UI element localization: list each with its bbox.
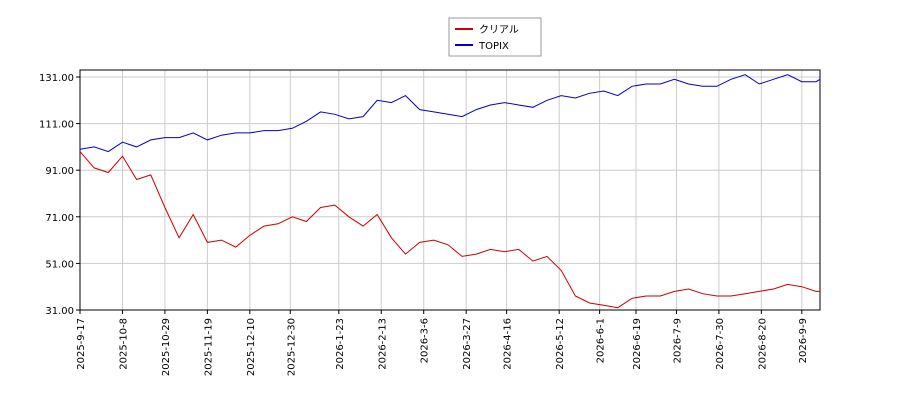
legend-box (448, 17, 542, 57)
x-tick-label: 2026-5-12 (555, 318, 566, 370)
x-tick-label: 2026-9-9 (798, 318, 809, 363)
y-tick-label: 51.00 (45, 259, 74, 270)
x-tick-label: 2025-11-19 (203, 318, 214, 376)
x-tick-label: 2025-12-30 (286, 318, 297, 376)
x-tick-label: 2026-7-30 (715, 318, 726, 370)
y-tick-label: 111.00 (39, 120, 74, 131)
x-tick-label: 2026-7-9 (672, 318, 683, 363)
x-tick-label: 2026-4-16 (503, 318, 514, 370)
series-line (79, 74, 821, 153)
y-tick-label: 31.00 (45, 306, 74, 317)
legend: クリアル TOPIX (448, 17, 542, 57)
x-tick-label: 2025-10-29 (161, 318, 172, 376)
series-line (79, 151, 820, 309)
x-tick-label: 2026-3-27 (462, 318, 473, 370)
x-tick-label: 2026-2-13 (377, 318, 388, 370)
x-tick-label: 2026-6-19 (632, 318, 643, 370)
legend-label: クリアル (479, 24, 519, 36)
x-tick-label: 2026-1-23 (335, 318, 346, 370)
x-tick-label: 2026-3-6 (420, 318, 431, 363)
y-tick-label: 91.00 (45, 166, 74, 177)
y-tick-label: 71.00 (45, 213, 74, 224)
x-tick-label: 2025-9-17 (76, 318, 87, 370)
plot-frame (79, 69, 821, 311)
x-tick-label: 2025-12-10 (246, 318, 257, 376)
x-tick-label: 2026-8-20 (757, 318, 768, 370)
legend-label: TOPIX (478, 41, 509, 52)
x-tick-label: 2026-6-1 (596, 318, 607, 363)
x-tick-label: 2025-10-8 (118, 318, 129, 370)
y-tick-label: 131.00 (39, 73, 74, 84)
